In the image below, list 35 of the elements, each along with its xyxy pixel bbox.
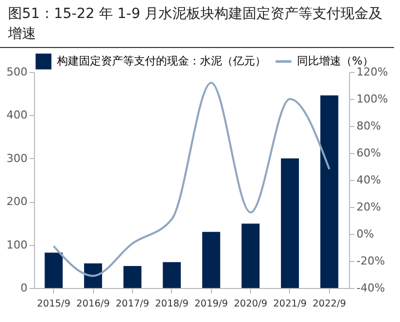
x-tick-label: 2020/9 <box>234 298 268 310</box>
y2-tick-label: 120% <box>356 66 388 78</box>
y2-tick-label: 80% <box>356 120 381 132</box>
y2-tick-label: 20% <box>356 200 381 214</box>
y-tick-label: 100 <box>6 238 28 252</box>
y-tick-label: 200 <box>6 195 28 208</box>
y-tick-label: 300 <box>6 152 28 165</box>
y2-tick-label: 0% <box>356 228 374 240</box>
x-tick-label: 2017/9 <box>116 298 150 310</box>
bar <box>162 262 181 288</box>
x-tick-label: 2018/9 <box>155 298 189 310</box>
bar <box>202 232 220 288</box>
y2-tick-label: 40% <box>356 174 381 186</box>
bar <box>123 266 142 288</box>
y2-tick-label: 60% <box>356 146 381 160</box>
y2-tick-label: -40% <box>356 282 385 294</box>
x-tick-label: 2016/9 <box>76 298 110 310</box>
y2-tick-label: 100% <box>356 92 388 106</box>
bar <box>242 224 260 288</box>
bar <box>84 263 102 288</box>
legend-label: 同比增速（%） <box>297 54 374 68</box>
y2-tick-label: -20% <box>356 254 385 268</box>
legend-label: 构建固定资产等支付的现金：水泥（亿元） <box>56 54 266 68</box>
line-series <box>52 82 330 277</box>
y-tick-label: 500 <box>6 66 28 78</box>
chart-title: 图51：15-22 年 1-9 月水泥板块构建固定资产等支付现金及增速 <box>0 0 394 48</box>
y-tick-label: 0 <box>20 282 28 294</box>
bar <box>280 158 299 288</box>
x-tick-label: 2021/9 <box>273 298 307 310</box>
y-tick-label: 400 <box>6 108 28 122</box>
bar <box>44 252 63 288</box>
x-tick-label: 2015/9 <box>36 298 70 310</box>
x-tick-label: 2019/9 <box>194 298 228 310</box>
x-tick-label: 2022/9 <box>312 298 346 310</box>
bar <box>320 95 338 288</box>
